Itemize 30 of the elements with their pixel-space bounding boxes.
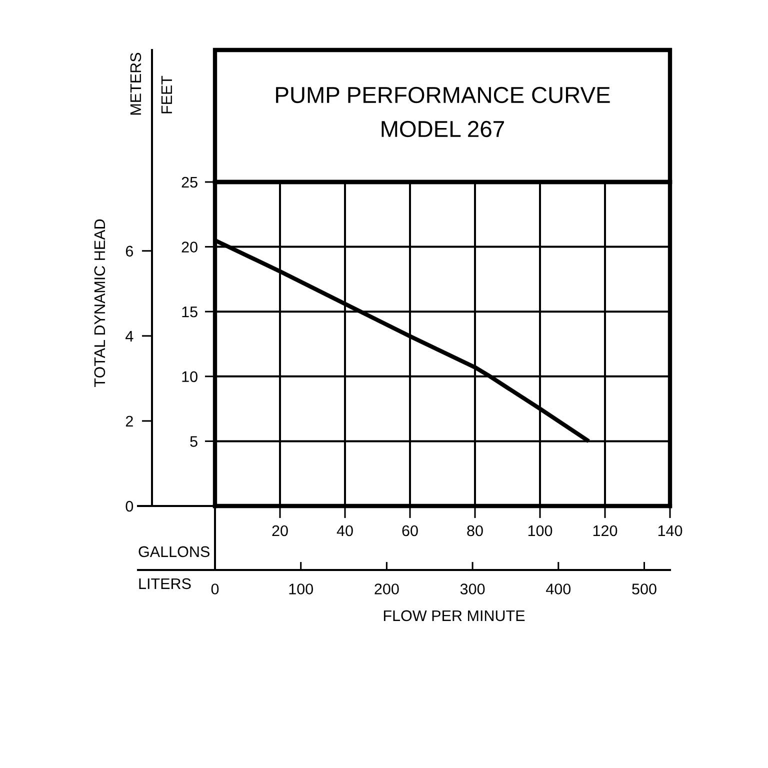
x2-tick-label: 0 bbox=[211, 584, 219, 594]
y-tick-label: 15 bbox=[182, 306, 198, 318]
x2-tick-label: 300 bbox=[460, 584, 485, 594]
x-tick-label: 100 bbox=[528, 525, 552, 536]
x2-tick-label: 400 bbox=[546, 584, 571, 594]
x2-tick-label: 500 bbox=[632, 584, 656, 594]
y-tick-label: 5 bbox=[190, 436, 198, 447]
x-tick-label: 140 bbox=[658, 525, 682, 536]
x-tick-label: 20 bbox=[272, 525, 288, 536]
y-axis-title: FEET bbox=[161, 76, 172, 114]
x2-tick-label: 200 bbox=[374, 584, 399, 594]
text: FLOW PER MINUTE bbox=[384, 610, 525, 622]
x2-tick-label: 100 bbox=[289, 584, 313, 594]
y-tick-label: 25 bbox=[182, 176, 198, 188]
x2-axis-title: LITERS bbox=[139, 578, 191, 590]
x-tick-label: 80 bbox=[467, 525, 483, 536]
chart-title: PUMP PERFORMANCE CURVE bbox=[276, 86, 610, 104]
x-tick-label: 60 bbox=[402, 525, 418, 536]
x-axis-title: GALLONS bbox=[138, 546, 210, 558]
y2-tick-label: 4 bbox=[126, 330, 134, 342]
y-tick-label: 10 bbox=[182, 371, 198, 382]
y2-tick-label: 6 bbox=[126, 246, 133, 257]
x-tick-label: 120 bbox=[593, 525, 618, 536]
y-tick-label: 20 bbox=[182, 242, 198, 252]
x-tick-label: 40 bbox=[336, 525, 353, 536]
y2-tick-label: 2 bbox=[126, 416, 133, 426]
text: TOTAL DYNAMIC HEAD bbox=[94, 219, 106, 387]
y2-tick-label: 0 bbox=[126, 500, 134, 512]
chart-subtitle: MODEL 267 bbox=[382, 120, 504, 138]
y2-axis-title: METERS bbox=[130, 52, 142, 115]
